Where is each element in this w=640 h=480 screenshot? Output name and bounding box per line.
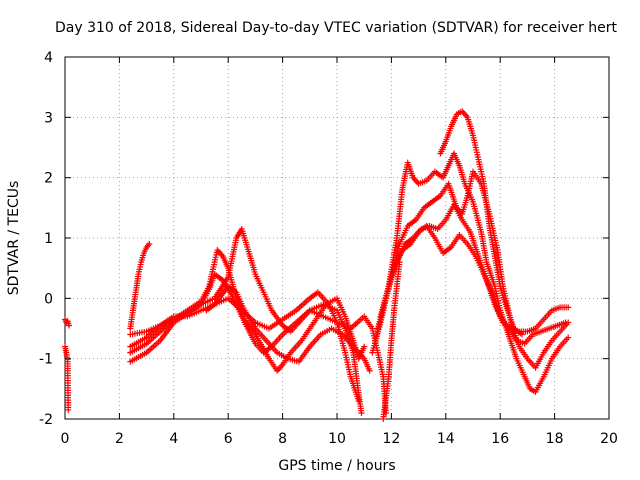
series-arc-g <box>127 225 389 416</box>
y-tick-label: 0 <box>44 291 53 307</box>
x-tick-label: 4 <box>169 431 178 447</box>
x-tick-label: 12 <box>382 431 400 447</box>
x-tick-label: 18 <box>546 431 564 447</box>
y-tick-label: -2 <box>39 412 53 428</box>
data-point-trace <box>62 343 72 413</box>
x-tick-label: 6 <box>224 431 233 447</box>
y-tick-label: -1 <box>39 352 53 368</box>
data-point-trace <box>377 201 572 335</box>
data-point-trace <box>380 259 403 422</box>
series-arc-b <box>62 343 72 413</box>
x-tick-label: 2 <box>115 431 124 447</box>
series-arc-k <box>374 222 569 347</box>
data-point-trace <box>437 108 525 338</box>
y-tick-label: 4 <box>44 50 53 66</box>
x-tick-label: 20 <box>600 431 618 447</box>
x-axis-title: GPS time / hours <box>278 458 395 474</box>
data-marks <box>62 108 572 422</box>
y-tick-label: 3 <box>44 110 53 126</box>
y-tick-label: 2 <box>44 171 53 187</box>
series-arc-c <box>127 241 153 332</box>
x-tick-label: 16 <box>491 431 509 447</box>
data-point-trace <box>127 241 153 332</box>
data-point-trace <box>203 283 373 374</box>
x-tick-label: 10 <box>328 431 346 447</box>
series-arc-m <box>437 108 525 338</box>
x-tick-label: 14 <box>437 431 455 447</box>
series-arc-h <box>203 283 373 374</box>
series-arc-a <box>62 316 73 329</box>
series-arc-n <box>380 259 403 422</box>
grid <box>65 57 609 419</box>
data-point-trace <box>127 225 389 416</box>
y-axis-title: SDTVAR / TECUs <box>6 181 22 296</box>
data-point-trace <box>374 222 569 347</box>
y-tick-label: 1 <box>44 231 53 247</box>
x-tick-label: 0 <box>61 431 70 447</box>
series-arc-l <box>377 201 572 335</box>
chart-title: Day 310 of 2018, Sidereal Day-to-day VTE… <box>55 20 617 36</box>
x-tick-label: 8 <box>278 431 287 447</box>
data-point-trace <box>62 316 73 329</box>
